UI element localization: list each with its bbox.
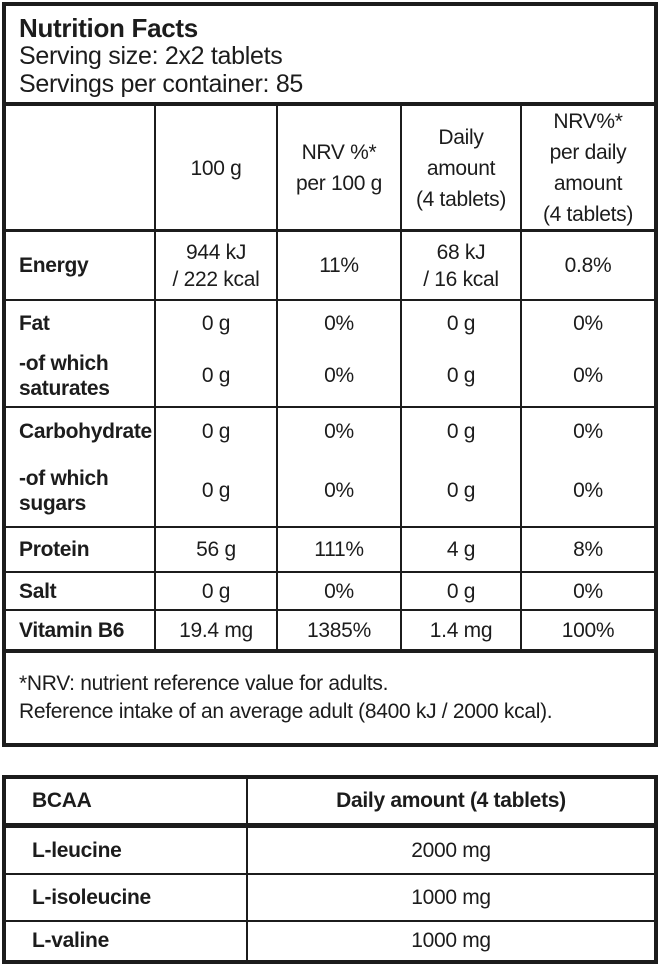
- value-per-100g: 0 g: [156, 455, 278, 526]
- value-per-100g: 0 g: [156, 301, 278, 345]
- value-daily-amount: 68 kJ / 16 kcal: [402, 232, 522, 299]
- value-nrv-per-100g: 111%: [278, 528, 402, 571]
- bcaa-table: BCAA Daily amount (4 tablets) L-leucine …: [2, 775, 658, 964]
- value-nrv-per-daily: 8%: [573, 538, 603, 561]
- nrv-footnote-line1: *NRV: nutrient reference value for adult…: [19, 672, 389, 695]
- table-row-fat: Fat 0 g 0% 0 g 0%: [6, 301, 654, 345]
- nutrition-table-header-row: 100 g NRV %* per 100 g Daily amount (4 t…: [6, 106, 654, 232]
- row-label: Fat: [6, 301, 156, 345]
- value-nrv-per-daily: 0%: [573, 364, 603, 387]
- row-label: Salt: [6, 573, 156, 609]
- row-label: Carbohydrate: [6, 408, 156, 455]
- value-per-100g: 56 g: [156, 528, 278, 571]
- row-label: Energy: [6, 232, 156, 299]
- value-daily-amount: 0 g: [402, 408, 522, 455]
- nrv-footnote-line2: Reference intake of an average adult (84…: [19, 700, 553, 723]
- value-daily-amount: 0 g: [402, 573, 522, 609]
- bcaa-amount: 1000 mg: [411, 929, 491, 952]
- bcaa-name: L-isoleucine: [6, 875, 248, 920]
- value-nrv-per-100g: 0%: [278, 455, 402, 526]
- value-daily-amount: 4 g: [402, 528, 522, 571]
- col-header-nrv-per-100g: NRV %* per 100 g: [278, 106, 402, 230]
- value-nrv-per-100g: 11%: [278, 232, 402, 299]
- bcaa-header-name: BCAA: [6, 779, 248, 823]
- value-nrv-per-daily: 100%: [561, 618, 615, 642]
- table-row-saturates: -of which saturates 0 g 0% 0 g 0%: [6, 345, 654, 408]
- bcaa-header-amount: Daily amount (4 tablets): [336, 789, 566, 812]
- value-nrv-per-daily: 0%: [573, 311, 603, 335]
- table-row-sugars: -of which sugars 0 g 0% 0 g 0%: [6, 455, 654, 528]
- bcaa-row-isoleucine: L-isoleucine 1000 mg: [6, 875, 654, 922]
- value-nrv-per-100g: 0%: [278, 345, 402, 406]
- nutrition-facts-title: Nutrition Facts: [19, 13, 198, 43]
- bcaa-amount: 1000 mg: [411, 885, 491, 909]
- nutrition-facts-header: Nutrition Facts Serving size: 2x2 tablet…: [6, 6, 654, 106]
- value-nrv-per-100g: 1385%: [278, 611, 402, 649]
- value-per-100g: 0 g: [156, 345, 278, 406]
- value-per-100g: 0 g: [156, 573, 278, 609]
- row-label: Vitamin B6: [6, 611, 156, 649]
- table-row-protein: Protein 56 g 111% 4 g 8%: [6, 528, 654, 573]
- nutrition-table: 100 g NRV %* per 100 g Daily amount (4 t…: [6, 106, 654, 649]
- bcaa-name: L-valine: [6, 922, 248, 960]
- table-row-salt: Salt 0 g 0% 0 g 0%: [6, 573, 654, 611]
- value-daily-amount: 0 g: [402, 455, 522, 526]
- bcaa-row-leucine: L-leucine 2000 mg: [6, 828, 654, 875]
- nrv-footnote: *NRV: nutrient reference value for adult…: [6, 649, 654, 743]
- bcaa-name: L-leucine: [6, 828, 248, 873]
- table-row-carbohydrate: Carbohydrate 0 g 0% 0 g 0%: [6, 408, 654, 455]
- col-header-nrv-per-daily: NRV%* per daily amount (4 tablets): [542, 110, 634, 226]
- row-label: -of which saturates: [6, 345, 156, 406]
- col-header-daily-amount: Daily amount (4 tablets): [402, 106, 522, 230]
- value-nrv-per-daily: 0%: [573, 579, 603, 603]
- value-daily-amount: 1.4 mg: [402, 611, 522, 649]
- col-header-per-100g: 100 g: [156, 106, 278, 230]
- value-nrv-per-100g: 0%: [278, 573, 402, 609]
- table-row-vitamin-b6: Vitamin B6 19.4 mg 1385% 1.4 mg 100%: [6, 611, 654, 649]
- value-nrv-per-daily: 0%: [573, 479, 603, 502]
- row-label: -of which sugars: [6, 455, 156, 526]
- col-header-blank: [6, 106, 156, 230]
- value-per-100g: 19.4 mg: [156, 611, 278, 649]
- serving-size-line: Serving size: 2x2 tablets: [19, 42, 283, 70]
- value-per-100g: 944 kJ / 222 kcal: [156, 232, 278, 299]
- nutrition-facts-panel: Nutrition Facts Serving size: 2x2 tablet…: [2, 2, 658, 747]
- value-per-100g: 0 g: [156, 408, 278, 455]
- table-row-energy: Energy 944 kJ / 222 kcal 11% 68 kJ / 16 …: [6, 232, 654, 301]
- value-daily-amount: 0 g: [402, 345, 522, 406]
- value-nrv-per-daily: 0%: [573, 420, 603, 443]
- servings-per-container-line: Servings per container: 85: [19, 70, 304, 98]
- bcaa-row-valine: L-valine 1000 mg: [6, 922, 654, 960]
- row-label: Protein: [6, 528, 156, 571]
- value-daily-amount: 0 g: [402, 301, 522, 345]
- bcaa-amount: 2000 mg: [411, 838, 491, 862]
- value-nrv-per-100g: 0%: [278, 408, 402, 455]
- value-nrv-per-daily: 0.8%: [564, 254, 612, 277]
- bcaa-header-row: BCAA Daily amount (4 tablets): [6, 779, 654, 828]
- value-nrv-per-100g: 0%: [278, 301, 402, 345]
